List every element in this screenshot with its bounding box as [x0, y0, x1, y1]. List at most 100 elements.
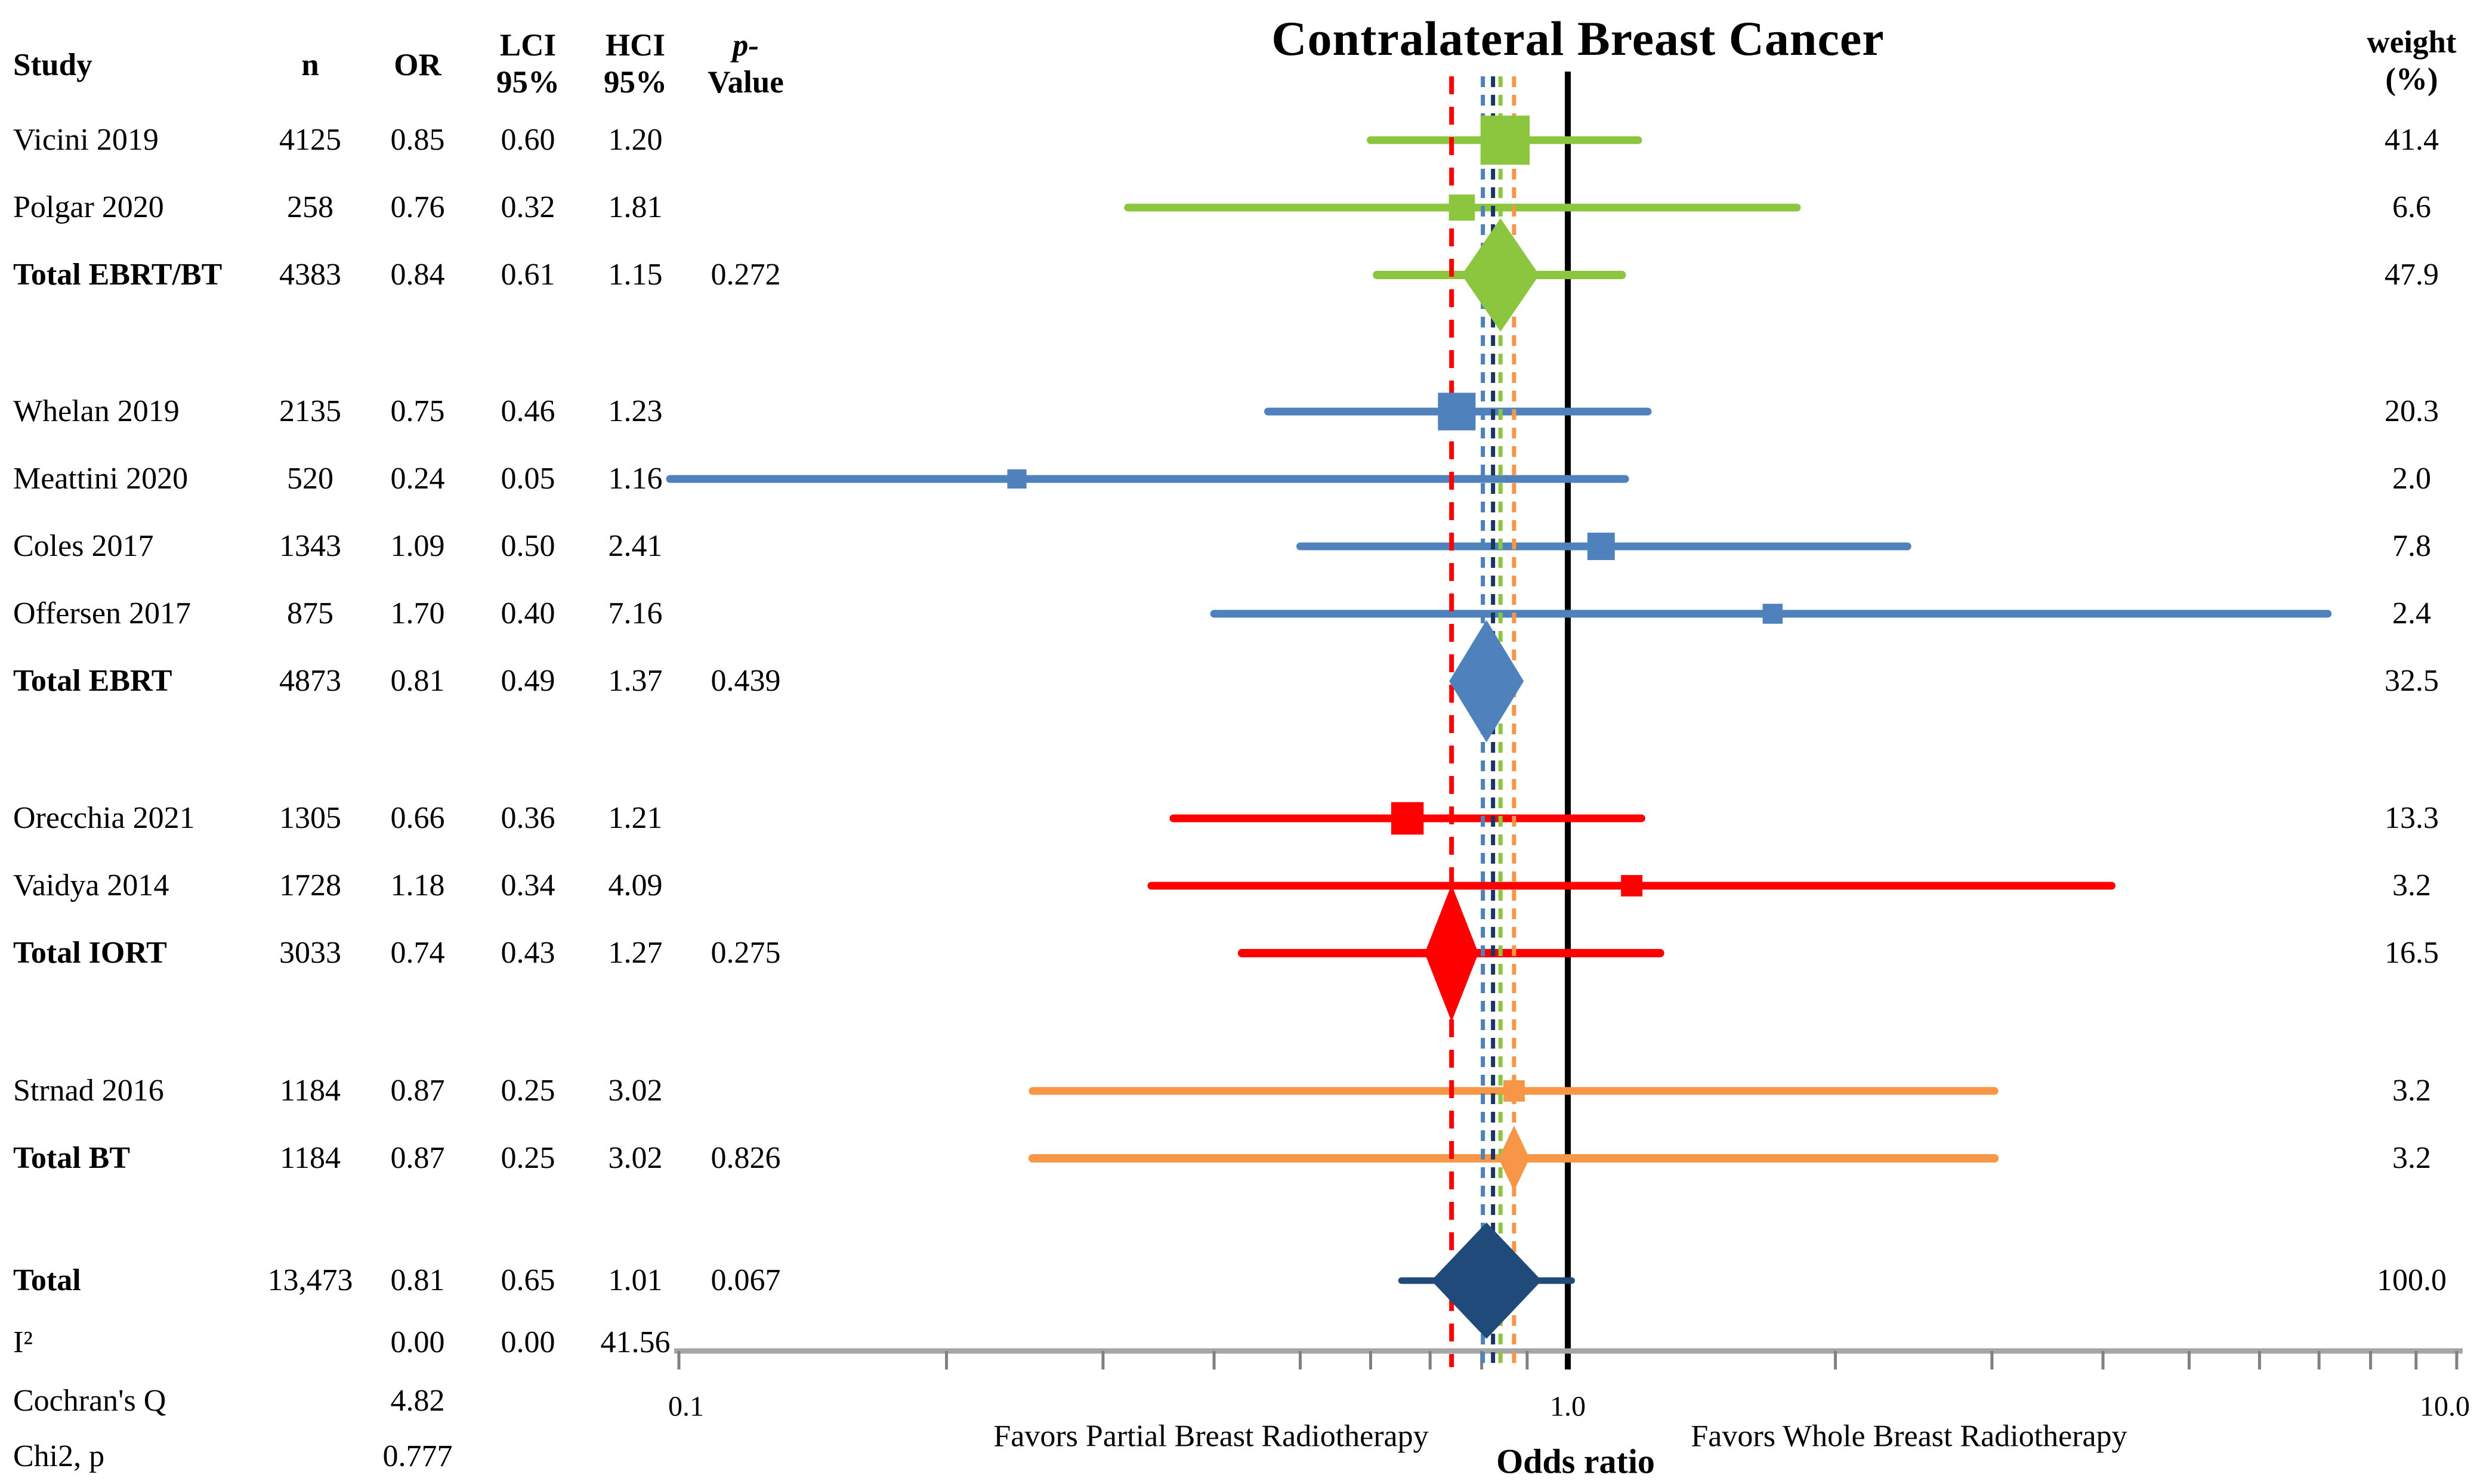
diamond-marker	[1449, 620, 1524, 743]
stat-or-value: 0.777	[382, 1439, 453, 1473]
hci-value: 3.02	[608, 1074, 663, 1108]
or-value: 0.24	[390, 462, 445, 496]
hci-value: 7.16	[608, 596, 663, 630]
lci-value: 0.49	[501, 664, 555, 698]
n-value: 1184	[279, 1141, 341, 1175]
p-value: 0.272	[711, 258, 781, 292]
stat-label: Chi2, p	[13, 1439, 105, 1473]
n-value: 4873	[279, 664, 341, 698]
weight-value: 2.4	[2392, 596, 2431, 630]
or-value: 0.84	[390, 258, 445, 292]
weight-value: 13.3	[2385, 801, 2439, 835]
weight-value: 3.2	[2392, 1074, 2431, 1108]
p-value: 0.067	[711, 1263, 781, 1297]
col-header-n: n	[301, 48, 319, 82]
study-label: Total EBRT/BT	[13, 258, 223, 292]
hci-value: 1.20	[608, 123, 663, 157]
lci-value: 0.40	[501, 596, 555, 630]
square-marker	[1007, 469, 1027, 489]
hci-value: 2.41	[608, 529, 663, 563]
study-label: Meattini 2020	[13, 462, 189, 496]
square-marker	[1480, 115, 1530, 165]
or-value: 0.75	[390, 394, 445, 428]
lci-value: 0.36	[501, 801, 555, 835]
or-value: 0.85	[390, 123, 445, 157]
square-marker	[1587, 533, 1615, 560]
or-value: 1.70	[390, 596, 445, 630]
hci-value: 1.16	[608, 462, 663, 496]
stat-label: Cochran's Q	[13, 1384, 166, 1418]
n-value: 1343	[279, 529, 341, 563]
study-label: Polgar 2020	[13, 190, 164, 224]
lci-value: 0.25	[501, 1141, 555, 1175]
hci-value: 1.01	[608, 1263, 663, 1297]
hci-value: 3.02	[608, 1141, 663, 1175]
hci-value: 1.23	[608, 394, 663, 428]
n-value: 1184	[279, 1074, 341, 1108]
lci-value: 0.65	[501, 1263, 555, 1297]
study-label: Vaidya 2014	[13, 868, 169, 902]
p-value: 0.275	[711, 936, 781, 970]
diamond-marker	[1462, 218, 1540, 332]
n-value: 258	[287, 190, 333, 224]
study-label: Total IORT	[13, 936, 167, 970]
favors-whole-note: Favors Whole Breast Radiotherapy	[1691, 1419, 2127, 1454]
square-marker	[1391, 802, 1424, 835]
study-label: Vicini 2019	[13, 123, 159, 157]
diamond-marker	[1425, 885, 1479, 1022]
or-value: 0.87	[390, 1141, 445, 1175]
study-label: Total EBRT	[13, 664, 172, 698]
study-label: Strnad 2016	[13, 1074, 164, 1108]
lci-value: 0.34	[501, 868, 555, 902]
or-value: 0.81	[390, 664, 445, 698]
col-header-hci: HCI 95%	[604, 28, 667, 100]
n-value: 4383	[279, 258, 341, 292]
axis-label-odds-ratio: Odds ratio	[1496, 1442, 1655, 1481]
study-label: Total	[13, 1263, 81, 1297]
weight-value: 20.3	[2385, 394, 2439, 428]
hci-value: 1.21	[608, 801, 663, 835]
n-value: 520	[287, 462, 333, 496]
p-value: 0.439	[711, 664, 781, 698]
lci-value: 0.32	[501, 190, 555, 224]
square-marker	[1762, 604, 1783, 624]
n-value: 3033	[279, 936, 341, 970]
axis-tick-label-1: 1.0	[1550, 1390, 1586, 1423]
study-label: Offersen 2017	[13, 596, 191, 630]
stat-lci-value: 0.00	[501, 1325, 555, 1359]
diamond-marker	[1431, 1222, 1542, 1339]
stat-label: I²	[13, 1325, 33, 1359]
study-label: Whelan 2019	[13, 394, 180, 428]
weight-value: 6.6	[2392, 190, 2431, 224]
or-value: 0.81	[390, 1263, 445, 1297]
lci-value: 0.50	[501, 529, 555, 563]
or-value: 0.76	[390, 190, 445, 224]
stat-or-value: 4.82	[390, 1384, 445, 1418]
weight-value: 16.5	[2385, 936, 2439, 970]
square-marker	[1621, 875, 1643, 896]
weight-value: 2.0	[2392, 462, 2431, 496]
axis-tick-label-01: 0.1	[668, 1390, 704, 1423]
lci-value: 0.60	[501, 123, 555, 157]
weight-value: 47.9	[2385, 258, 2439, 292]
or-value: 0.87	[390, 1074, 445, 1108]
weight-value: 41.4	[2385, 123, 2439, 157]
lci-value: 0.25	[501, 1074, 555, 1108]
hci-value: 1.81	[608, 190, 663, 224]
study-label: Orecchia 2021	[13, 801, 195, 835]
axis-tick-label-10: 10.0	[2420, 1390, 2470, 1423]
col-header-study: Study	[13, 48, 92, 82]
or-value: 1.09	[390, 529, 445, 563]
col-header-or: OR	[394, 48, 441, 82]
study-label: Coles 2017	[13, 529, 154, 563]
p-value: 0.826	[711, 1141, 781, 1175]
weight-value: 3.2	[2392, 868, 2431, 902]
n-value: 2135	[279, 394, 341, 428]
square-marker	[1438, 392, 1476, 431]
or-value: 0.74	[390, 936, 445, 970]
lci-value: 0.43	[501, 936, 555, 970]
or-value: 0.66	[390, 801, 445, 835]
weight-value: 100.0	[2377, 1263, 2447, 1297]
lci-value: 0.61	[501, 258, 555, 292]
